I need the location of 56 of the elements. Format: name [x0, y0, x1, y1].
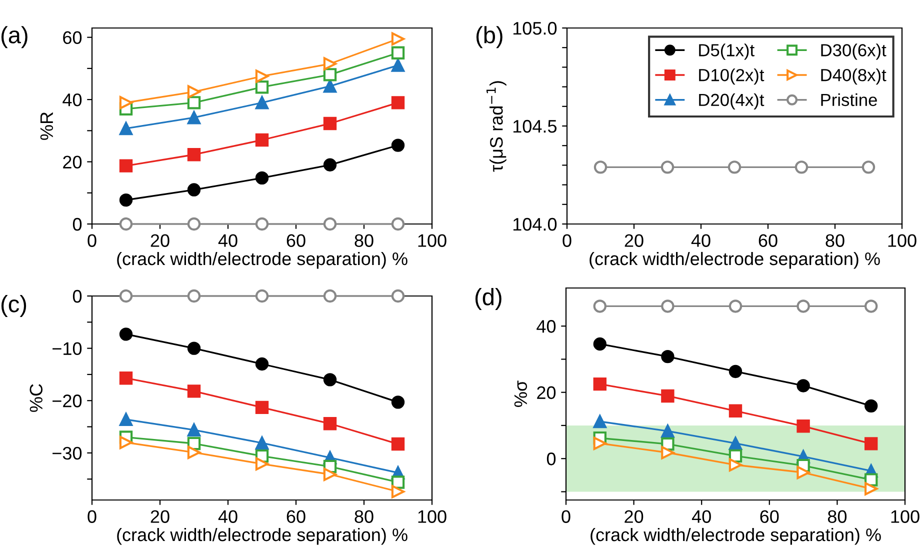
chart-title: (a) [1, 26, 28, 48]
x-tick-label: 40 [692, 510, 711, 523]
chart-title: (c) [1, 295, 26, 318]
y-axis-title: %C [30, 384, 43, 412]
legend-label: D30(6x)t [821, 44, 886, 60]
x-tick-label: 80 [826, 234, 844, 247]
y-tick-label: −20 [52, 394, 82, 408]
chart-title: (d) [475, 288, 502, 310]
x-tick-label: 100 [888, 234, 916, 247]
y-tick-label: 0 [72, 218, 82, 231]
x-tick-label: 20 [150, 234, 170, 247]
y-tick-label: 40 [536, 320, 556, 333]
y-axis-title: %R [40, 112, 53, 140]
x-tick-label: 60 [758, 234, 778, 247]
x-axis-title: (crack width/electrode separation) % [590, 528, 881, 545]
legend-label: D5(1x)t [699, 44, 754, 60]
y-axis-title: %σ [514, 380, 528, 407]
x-tick-label: 0 [88, 234, 96, 247]
x-tick-label: 40 [218, 510, 238, 523]
x-axis-title: (crack width/electrode separation) % [117, 528, 408, 545]
y-tick-label: 104.0 [513, 218, 557, 231]
x-tick-label: 60 [286, 510, 306, 523]
x-tick-label: 20 [150, 510, 170, 523]
legend-label: D40(8x)t [821, 68, 886, 85]
y-tick-label: 104.5 [513, 120, 557, 133]
x-tick-label: 100 [418, 234, 446, 247]
legend-label: D20(4x)t [699, 93, 764, 110]
y-tick-label: −30 [52, 446, 82, 460]
x-tick-label: 40 [218, 234, 238, 247]
x-tick-label: 80 [354, 234, 374, 247]
y-tick-label: 20 [537, 386, 556, 400]
x-tick-label: 20 [624, 234, 644, 247]
y-tick-label: 40 [62, 93, 82, 106]
x-tick-label: 60 [760, 510, 779, 523]
x-tick-label: 60 [286, 234, 306, 247]
x-tick-label: 20 [624, 510, 644, 523]
x-tick-label: 100 [891, 510, 920, 523]
y-tick-label: 20 [63, 156, 82, 168]
x-tick-label: 80 [828, 510, 847, 523]
x-axis-title: (crack width/electrode separation) % [117, 252, 408, 269]
y-tick-label: 105.0 [513, 22, 557, 35]
x-tick-label: 40 [691, 234, 710, 247]
chart-title: (b) [476, 26, 502, 48]
legend-label: D10(2x)t [699, 68, 764, 85]
x-tick-label: 0 [562, 510, 570, 523]
y-tick-label: 0 [72, 290, 82, 303]
x-tick-label: 0 [562, 234, 572, 247]
y-tick-label: 60 [63, 31, 82, 44]
y-tick-label: 0 [546, 452, 556, 466]
x-tick-label: 0 [88, 510, 96, 523]
y-axis-title: τ(μS rad$^{−1}$) [486, 81, 506, 172]
legend-label: Pristine [821, 93, 877, 106]
x-tick-label: 100 [418, 510, 446, 523]
x-axis-title: (crack width/electrode separation) % [590, 252, 880, 269]
y-tick-label: −10 [52, 342, 82, 356]
x-tick-label: 80 [354, 510, 374, 523]
